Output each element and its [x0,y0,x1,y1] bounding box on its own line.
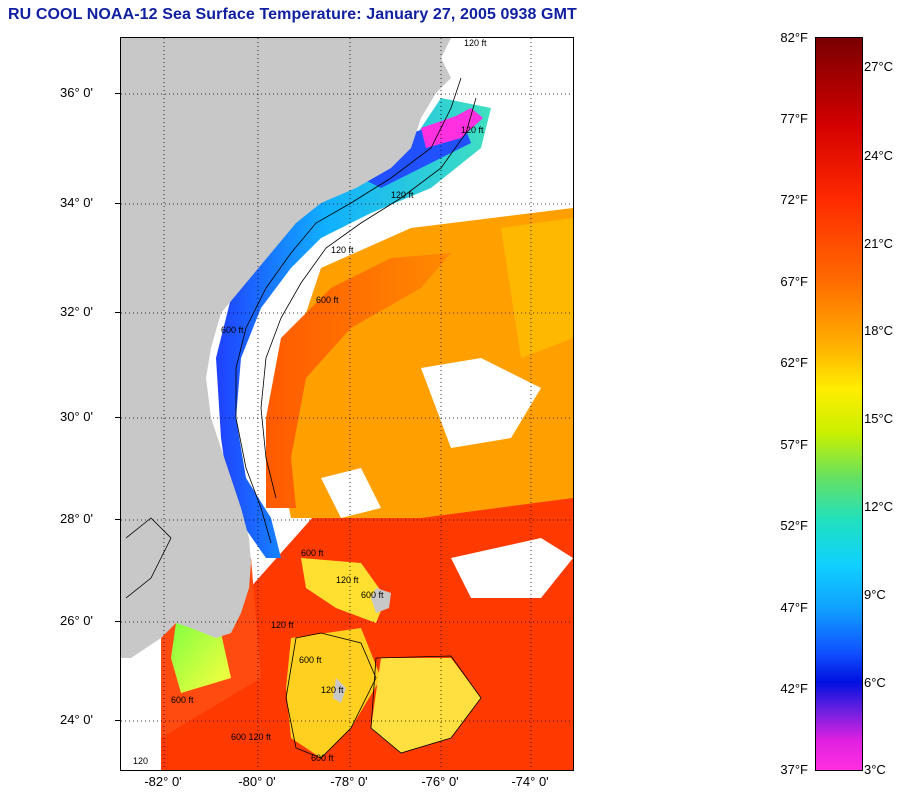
map-title: RU COOL NOAA-12 Sea Surface Temperature:… [8,6,577,23]
colorbar-fahrenheit-label: 62°F [780,355,808,370]
contour-label: 120 ft [461,125,484,135]
bahamas-bank [286,628,381,758]
longitude-label: -76° 0' [421,774,459,789]
cloud-cover [421,358,541,448]
land-mass [121,38,451,658]
contour-label: 120 ft [464,38,487,48]
graticule [121,38,573,770]
longitude-label: -82° 0' [144,774,182,789]
latitude-label: 26° 0' [60,613,93,628]
land-island [371,588,391,613]
land-island [333,678,346,703]
sst-map[interactable]: 120 ft 120 ft 120 ft 120 ft 600 ft 600 f… [120,37,574,771]
colorbar-fahrenheit-label: 67°F [780,274,808,289]
cloud-cover [481,38,573,188]
cloud-cover [321,468,381,518]
colorbar-fahrenheit-label: 52°F [780,518,808,533]
florida-bay-water [171,623,231,693]
longitude-label: -74° 0' [511,774,549,789]
contour-label: 600 ft [311,753,334,763]
colorbar-fahrenheit-label: 37°F [780,762,808,777]
longitude-label: -78° 0' [330,774,368,789]
colorbar-fahrenheit-label: 57°F [780,437,808,452]
contour-label: 120 ft [391,190,414,200]
latitude-label: 24° 0' [60,712,93,727]
cloud-cover [451,538,573,598]
longitude-label: -80° 0' [238,774,276,789]
colorbar-fahrenheit-label: 72°F [780,192,808,207]
colorbar-fahrenheit-label: 47°F [780,600,808,615]
contour-label: 600 ft [361,590,384,600]
bahamas-bank [371,658,481,753]
colorbar-celsius-label: 15°C [864,411,894,426]
depth-contours [125,77,482,759]
contour-label: 600 ft [299,655,322,665]
colorbar-celsius-label: 3°C [864,762,886,777]
contour-label: 120 [133,756,148,766]
contour-label: 120 ft [271,620,294,630]
colorbar-celsius-label: 12°C [864,499,894,514]
contour-label: 600 ft [316,295,339,305]
colorbar-celsius-label: 27°C [864,59,894,74]
colorbar-fahrenheit-label: 42°F [780,681,808,696]
contour-label: 600 ft [171,695,194,705]
colorbar-celsius-label: 24°C [864,148,894,163]
mid-ocean-orange-2 [501,218,573,358]
contour-label: 120 ft [336,575,359,585]
contour-label: 600 ft [301,548,324,558]
sst-map-canvas: 120 ft 120 ft 120 ft 120 ft 600 ft 600 f… [121,38,573,770]
latitude-label: 32° 0' [60,304,93,319]
colorbar-celsius-label: 18°C [864,323,894,338]
contour-label: 600 ft [221,325,244,335]
latitude-label: 34° 0' [60,195,93,210]
contour-label: 120 ft [331,245,354,255]
contour-label: 120 ft [321,685,344,695]
latitude-label: 36° 0' [60,85,93,100]
gulf-stream-core [266,253,451,508]
colorbar-fahrenheit-label: 77°F [780,111,808,126]
colorbar-fahrenheit-label: 82°F [780,30,808,45]
bahamas-bank [301,558,386,623]
colorbar-celsius-label: 9°C [864,587,886,602]
colorbar-celsius-label: 21°C [864,236,894,251]
colorbar-gradient [816,38,862,770]
contour-label: 600 120 ft [231,732,272,742]
colorbar-celsius-label: 6°C [864,675,886,690]
latitude-label: 28° 0' [60,511,93,526]
latitude-label: 30° 0' [60,409,93,424]
pamlico-sound-cold [421,108,483,148]
colorbar [815,37,863,771]
